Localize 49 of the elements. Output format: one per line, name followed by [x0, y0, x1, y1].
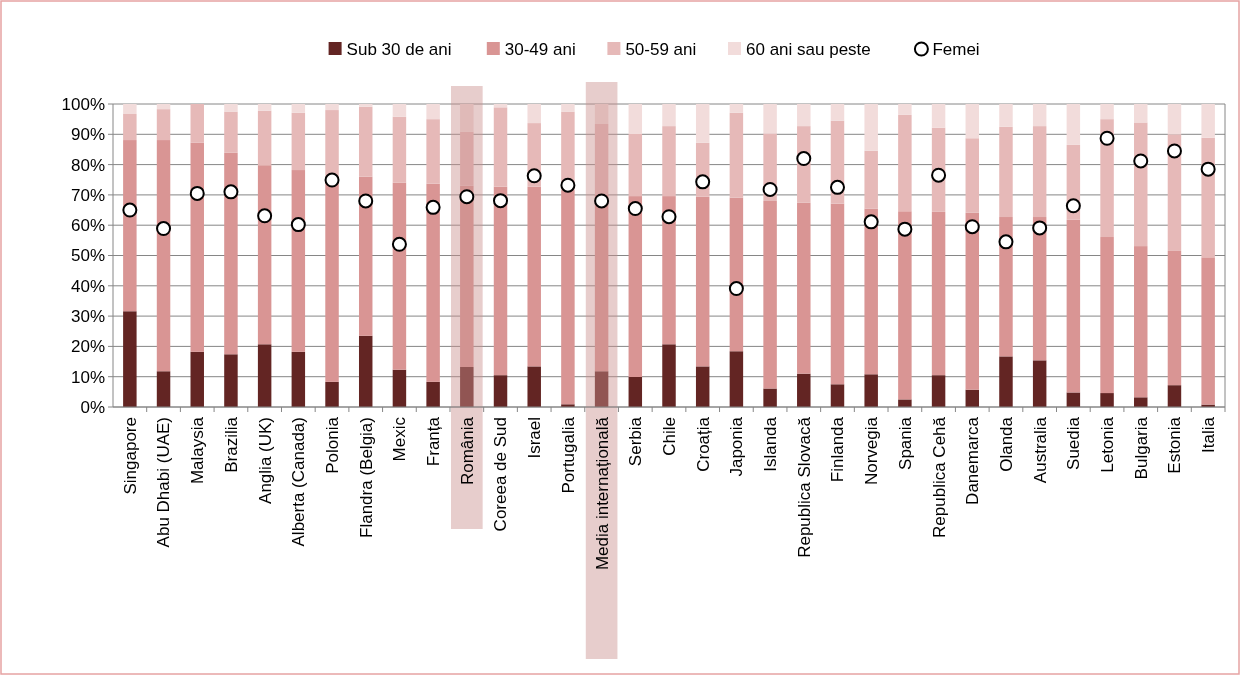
x-tick-label: Letonia — [1098, 416, 1118, 473]
x-tick-label: Portugalia — [558, 416, 578, 494]
x-tick-label: Republica Slovacă — [794, 416, 814, 558]
x-tick-label: Bulgaria — [1131, 416, 1151, 480]
x-tick-label: Estonia — [1165, 416, 1185, 474]
y-tick-label: 80% — [70, 155, 105, 175]
y-tick-label: 50% — [70, 246, 105, 266]
x-tick-label: Republica Cehă — [929, 416, 949, 538]
x-tick-label: Anglia (UK) — [255, 417, 275, 504]
x-tick-label: Singapore — [120, 417, 140, 495]
x-tick-label: Polonia — [322, 416, 342, 474]
x-tick-label: Israel — [525, 417, 545, 459]
y-tick-label: 20% — [70, 337, 105, 357]
legend-label: 30-49 ani — [504, 39, 576, 59]
y-tick-label: 0% — [80, 397, 105, 417]
x-tick-label: Olanda — [996, 416, 1016, 472]
x-tick-label: Coreea de Sud — [491, 417, 511, 532]
x-tick-label: Abu Dhabi (UAE) — [154, 417, 174, 548]
x-tick-label: Suedia — [1064, 416, 1084, 470]
x-tick-label: Australia — [1030, 416, 1050, 484]
x-tick-label: Brazilia — [221, 416, 241, 473]
x-tick-label: Chile — [659, 417, 679, 456]
x-tick-label: Japonia — [727, 416, 747, 477]
x-tick-label: Croația — [693, 416, 713, 472]
legend-label: Femei — [932, 39, 980, 59]
x-tick-label: Serbia — [626, 416, 646, 467]
x-tick-label: Mexic — [390, 416, 410, 462]
x-tick-label: Flandra (Belgia) — [356, 417, 376, 538]
y-tick-label: 60% — [70, 216, 105, 236]
x-tick-label: Spania — [895, 416, 915, 470]
y-tick-label: 30% — [70, 307, 105, 327]
x-tick-label: Malaysia — [188, 416, 208, 485]
x-tick-label: Italia — [1199, 416, 1219, 453]
legend-label: 60 ani sau peste — [746, 39, 871, 59]
y-tick-label: 90% — [70, 125, 105, 145]
legend-label: 50-59 ani — [625, 39, 697, 59]
y-tick-label: 70% — [70, 185, 105, 205]
x-tick-label: Media internațională — [592, 416, 612, 571]
y-tick-label: 40% — [70, 276, 105, 296]
y-tick-label: 10% — [70, 367, 105, 387]
x-tick-label: Finlanda — [828, 416, 848, 483]
x-tick-label: Alberta (Canada) — [289, 417, 309, 547]
x-tick-label: Islanda — [761, 416, 781, 472]
legend-label: Sub 30 de ani — [346, 39, 452, 59]
x-tick-label: România — [457, 416, 477, 486]
x-tick-label: Norvegia — [862, 416, 882, 486]
x-tick-label: Danemarca — [963, 416, 983, 505]
x-tick-label: Franța — [424, 416, 444, 467]
y-tick-label: 100% — [61, 94, 105, 114]
